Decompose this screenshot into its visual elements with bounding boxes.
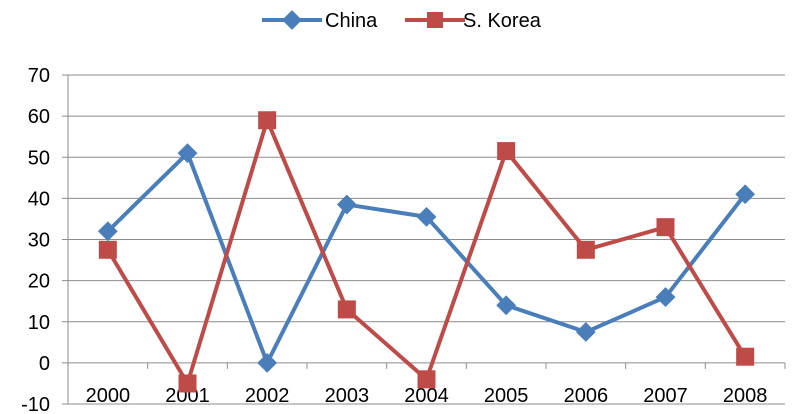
legend-label-s-korea: S. Korea (463, 10, 542, 32)
legend-label-china: China (325, 10, 378, 32)
legend: China S. Korea (262, 10, 542, 32)
point-china-2006 (575, 322, 596, 342)
x-tick-label: 2007 (643, 385, 688, 407)
gridlines (68, 74, 785, 405)
point-china-2004 (416, 206, 437, 227)
point-s-korea-2007 (656, 218, 675, 237)
series (97, 111, 756, 393)
legend-entry-china: China (262, 10, 378, 32)
x-tick-label: 2008 (723, 385, 768, 407)
point-s-korea-2000 (98, 240, 117, 259)
point-s-korea-2002 (258, 111, 277, 130)
x-tick-label: 2004 (404, 385, 449, 407)
x-tick-label: 2002 (245, 385, 290, 407)
point-s-korea-2008 (736, 347, 755, 366)
y-tick-labels: -10 0 10 20 30 40 50 60 70 (21, 65, 50, 414)
y-tick-label: 20 (28, 271, 50, 293)
point-china-2000 (97, 221, 118, 242)
legend-marker-s-korea (427, 12, 443, 28)
x-tick-label: 2000 (86, 385, 131, 407)
x-tick-labels: 2000 2001 2002 2003 2004 2005 2006 2007 2008 (86, 385, 768, 407)
x-tick-label: 2001 (165, 385, 210, 407)
y-tick-label: 60 (28, 106, 50, 128)
y-tick-label: 10 (28, 312, 50, 334)
series-s-korea (98, 111, 755, 393)
point-china-2007 (655, 287, 676, 307)
y-tick-label: 50 (28, 147, 50, 169)
series-china (97, 143, 756, 373)
point-s-korea-2004 (417, 370, 436, 389)
y-tick-label: -10 (21, 394, 50, 414)
point-china-2001 (177, 143, 198, 164)
y-tick-label: 30 (28, 230, 50, 252)
point-china-2003 (336, 194, 357, 215)
x-tick-label: 2005 (484, 385, 529, 407)
y-tick-label: 0 (39, 353, 50, 375)
legend-entry-s-korea: S. Korea (405, 10, 542, 32)
point-china-2005 (496, 295, 517, 316)
x-tick-label: 2006 (564, 385, 609, 407)
series-line-s-korea (106, 118, 747, 386)
y-tick-label: 40 (28, 188, 50, 210)
legend-marker-china (282, 10, 302, 30)
point-s-korea-2003 (337, 300, 356, 319)
y-tick-label: 70 (28, 65, 50, 87)
point-s-korea-2005 (497, 142, 516, 161)
point-china-2002 (257, 352, 278, 373)
point-s-korea-2006 (576, 240, 595, 259)
point-s-korea-2001 (178, 374, 197, 393)
x-tick-label: 2003 (325, 385, 370, 407)
axes (62, 74, 786, 405)
